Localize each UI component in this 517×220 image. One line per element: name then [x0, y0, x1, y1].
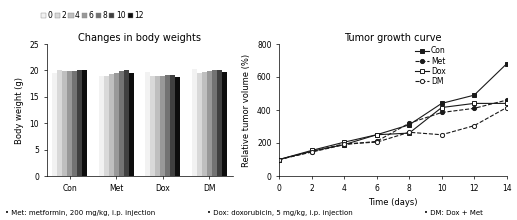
- Bar: [67, 71, 72, 176]
- Bar: [197, 73, 202, 176]
- Text: • Dox: doxorubicin, 5 mg/kg, i.p. injection: • Dox: doxorubicin, 5 mg/kg, i.p. inject…: [207, 210, 353, 216]
- Bar: [104, 76, 109, 176]
- Bar: [129, 73, 134, 176]
- Bar: [72, 71, 77, 176]
- Title: Tumor growth curve: Tumor growth curve: [344, 33, 442, 43]
- Legend: 0, 2, 4, 6, 8, 10, 12: 0, 2, 4, 6, 8, 10, 12: [41, 11, 144, 20]
- Bar: [82, 70, 87, 176]
- Bar: [109, 74, 114, 176]
- Bar: [207, 71, 212, 176]
- Bar: [63, 72, 67, 176]
- Bar: [52, 73, 57, 176]
- Bar: [57, 70, 63, 176]
- Bar: [150, 76, 156, 176]
- Bar: [170, 75, 175, 176]
- Bar: [124, 70, 129, 176]
- Y-axis label: Body weight (g): Body weight (g): [14, 77, 24, 143]
- Bar: [222, 72, 227, 176]
- Legend: Con, Met, Dox, DM: Con, Met, Dox, DM: [415, 46, 446, 86]
- Bar: [160, 76, 165, 176]
- Bar: [119, 72, 124, 176]
- Y-axis label: Relative tumor volume (%): Relative tumor volume (%): [242, 53, 251, 167]
- Bar: [165, 75, 170, 176]
- Bar: [145, 72, 150, 176]
- Bar: [77, 70, 82, 176]
- Bar: [156, 76, 160, 176]
- Bar: [114, 73, 119, 176]
- Bar: [192, 69, 197, 176]
- X-axis label: Time (days): Time (days): [368, 198, 418, 207]
- Title: Changes in body weights: Changes in body weights: [78, 33, 201, 43]
- Bar: [175, 77, 180, 176]
- Text: • DM: Dox + Met: • DM: Dox + Met: [424, 210, 483, 216]
- Text: • Met: metformin, 200 mg/kg, i.p. injection: • Met: metformin, 200 mg/kg, i.p. inject…: [5, 210, 156, 216]
- Bar: [202, 72, 207, 176]
- Bar: [212, 70, 217, 176]
- Bar: [99, 76, 104, 176]
- Bar: [217, 70, 222, 176]
